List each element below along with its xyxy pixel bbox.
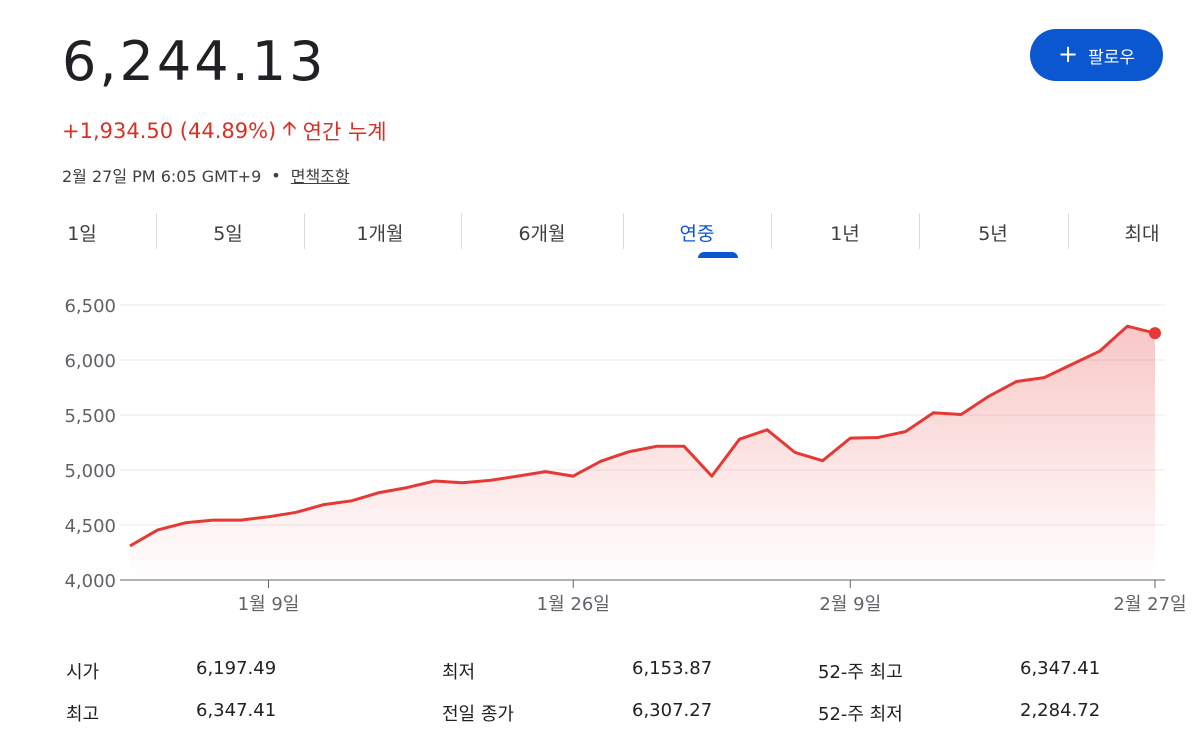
range-tabs: 1일 5일 1개월 6개월 연중 1년 5년 최대 bbox=[0, 213, 1200, 261]
stat-value-high: 6,347.41 bbox=[196, 700, 277, 721]
data-point bbox=[460, 481, 464, 485]
y-tick-label: 4,500 bbox=[64, 516, 116, 537]
series-line bbox=[129, 324, 1156, 548]
data-point bbox=[987, 394, 991, 398]
data-point bbox=[405, 486, 409, 490]
tab-divider bbox=[156, 213, 157, 249]
x-tick-label: 2월 27일 bbox=[1113, 594, 1186, 615]
data-point bbox=[1014, 379, 1018, 383]
data-point bbox=[433, 479, 437, 483]
stat-value-52w-high: 6,347.41 bbox=[1020, 658, 1101, 679]
data-point bbox=[710, 474, 714, 478]
stat-value-open: 6,197.49 bbox=[196, 658, 277, 679]
data-point bbox=[682, 444, 686, 448]
tab-divider bbox=[1068, 213, 1069, 249]
tab-divider bbox=[304, 213, 305, 249]
disclaimer-link[interactable]: 면책조항 bbox=[290, 167, 350, 186]
separator-dot: • bbox=[271, 165, 281, 185]
tab-divider bbox=[771, 213, 772, 249]
data-point bbox=[793, 450, 797, 454]
data-point bbox=[654, 444, 658, 448]
data-point bbox=[904, 430, 908, 434]
y-axis-labels: 6,500 6,000 5,500 5,000 4,500 4,000 bbox=[64, 296, 116, 592]
data-point bbox=[516, 474, 520, 478]
data-point bbox=[1042, 376, 1046, 380]
tab-divider bbox=[461, 213, 462, 249]
change-period: 연간 누계 bbox=[302, 120, 387, 144]
data-point bbox=[294, 510, 298, 514]
active-tab-indicator bbox=[698, 252, 738, 258]
y-tick-label: 5,500 bbox=[64, 406, 116, 427]
index-price: 6,244.13 bbox=[62, 30, 327, 93]
data-point bbox=[1070, 362, 1074, 366]
x-tick-label: 1월 26일 bbox=[537, 594, 610, 615]
stat-label-high: 최고 bbox=[66, 704, 100, 725]
stat-value-low: 6,153.87 bbox=[632, 658, 713, 679]
data-point bbox=[211, 518, 215, 522]
data-point bbox=[571, 474, 575, 478]
tab-1m[interactable]: 1개월 bbox=[356, 222, 404, 245]
data-point bbox=[350, 499, 354, 503]
x-tick-label: 2월 9일 bbox=[819, 594, 881, 615]
y-tick-label: 5,000 bbox=[64, 461, 116, 482]
stat-value-52w-low: 2,284.72 bbox=[1020, 700, 1101, 721]
x-axis-ticks: 1월 9일 1월 26일 2월 9일 2월 27일 bbox=[238, 580, 1187, 615]
data-point bbox=[876, 436, 880, 440]
data-point bbox=[599, 459, 603, 463]
stat-label-low: 최저 bbox=[442, 662, 476, 683]
data-point bbox=[377, 491, 381, 495]
stat-value-prev-close: 6,307.27 bbox=[632, 700, 713, 721]
timestamp: 2월 27일 PM 6:05 GMT+9 bbox=[62, 167, 262, 186]
y-tick-label: 4,000 bbox=[64, 571, 116, 592]
data-point bbox=[267, 515, 271, 519]
stat-label-52w-high: 52-주 최고 bbox=[818, 662, 903, 683]
tab-ytd[interactable]: 연중 bbox=[679, 222, 715, 245]
follow-button[interactable]: + 팔로우 bbox=[1030, 29, 1163, 81]
data-point bbox=[488, 478, 492, 482]
data-point bbox=[848, 436, 852, 440]
tab-5y[interactable]: 5년 bbox=[978, 222, 1008, 245]
y-tick-label: 6,500 bbox=[64, 296, 116, 317]
data-point bbox=[931, 411, 935, 415]
tab-6m[interactable]: 6개월 bbox=[518, 222, 566, 245]
data-point bbox=[239, 518, 243, 522]
follow-label: 팔로우 bbox=[1088, 47, 1136, 68]
data-point bbox=[737, 437, 741, 441]
stat-label-open: 시가 bbox=[66, 662, 100, 683]
area-fill bbox=[130, 326, 1155, 580]
tab-1y[interactable]: 1년 bbox=[830, 222, 860, 245]
data-point bbox=[544, 470, 548, 474]
price-meta: 2월 27일 PM 6:05 GMT+9 • 면책조항 bbox=[62, 163, 350, 187]
y-tick-label: 6,000 bbox=[64, 351, 116, 372]
price-change: +1,934.50 (44.89%) 🡩 연간 누계 bbox=[62, 114, 387, 148]
price-chart: 6,500 6,000 5,500 5,000 4,500 4,000 1월 9일 1월 2… bbox=[64, 296, 1187, 615]
data-point bbox=[322, 503, 326, 507]
tab-divider bbox=[919, 213, 920, 249]
x-tick-label: 1월 9일 bbox=[238, 594, 300, 615]
arrow-up-icon: 🡩 bbox=[282, 116, 297, 140]
data-point bbox=[821, 459, 825, 463]
data-point bbox=[183, 521, 187, 525]
tab-1d[interactable]: 1일 bbox=[67, 222, 97, 245]
data-point bbox=[627, 450, 631, 454]
tab-divider bbox=[623, 213, 624, 249]
data-point bbox=[156, 528, 160, 532]
stat-label-prev-close: 전일 종가 bbox=[442, 704, 514, 725]
tab-5d[interactable]: 5일 bbox=[213, 222, 243, 245]
stat-label-52w-low: 52-주 최저 bbox=[818, 704, 903, 725]
data-point bbox=[959, 412, 963, 416]
last-value-marker[interactable] bbox=[1149, 327, 1161, 340]
plus-icon: + bbox=[1057, 40, 1079, 68]
tab-max[interactable]: 최대 bbox=[1124, 222, 1160, 245]
data-point bbox=[1098, 349, 1102, 353]
change-value: +1,934.50 (44.89%) bbox=[62, 119, 277, 143]
data-point bbox=[128, 544, 132, 548]
data-point bbox=[765, 428, 769, 432]
data-point bbox=[1125, 324, 1129, 328]
